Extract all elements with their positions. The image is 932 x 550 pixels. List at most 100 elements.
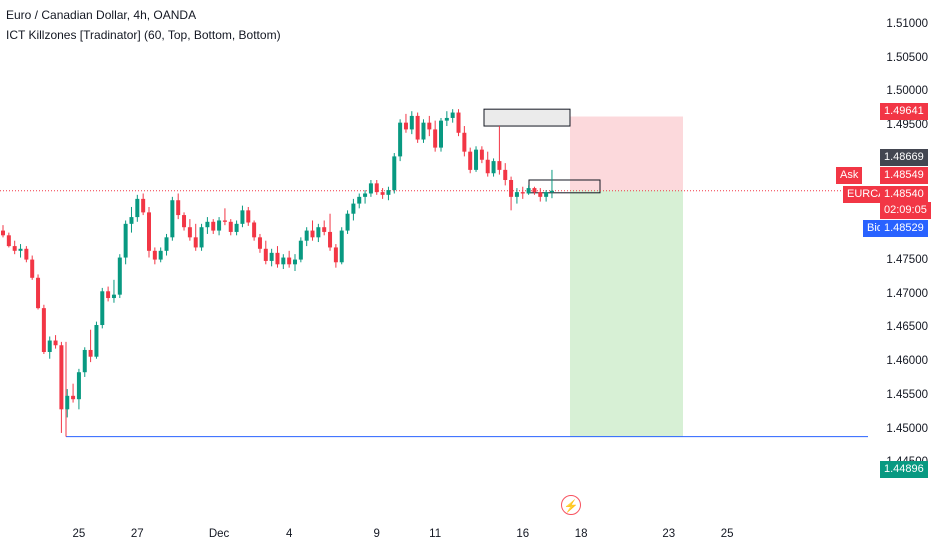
candle-body <box>41 308 46 352</box>
candle-body <box>246 210 251 223</box>
candle-body <box>269 252 274 261</box>
candle-body <box>549 190 554 193</box>
candle-body <box>76 372 81 400</box>
candle-body <box>485 159 490 174</box>
candle-body <box>94 325 99 357</box>
candle-body <box>538 192 543 197</box>
candle-body <box>53 340 58 346</box>
stop-price-tag: 1.49641 <box>880 103 928 120</box>
candle-body <box>6 235 11 247</box>
candle-body <box>298 240 303 260</box>
candle-body <box>287 257 292 265</box>
candle-body <box>403 122 408 130</box>
time-axis-label: 4 <box>285 528 293 540</box>
candle-body <box>374 183 379 193</box>
candles-layer <box>1 109 554 433</box>
candle-body <box>65 395 70 410</box>
time-axis-label: 11 <box>429 528 442 540</box>
last-price-tag: 1.48540 <box>880 186 928 203</box>
indicator-title: ICT Killzones [Tradinator] (60, Top, Bot… <box>6 28 281 42</box>
candle-body <box>211 221 216 231</box>
candle-body <box>421 122 426 140</box>
candle-body <box>234 223 239 232</box>
price-axis-label: 1.47000 <box>886 287 928 300</box>
candle-body <box>275 252 280 265</box>
candle-body <box>468 151 473 170</box>
candle-body <box>520 192 525 194</box>
price-axis-label: 1.45500 <box>886 388 928 401</box>
candle-body <box>357 196 362 204</box>
candle-body <box>415 115 420 140</box>
time-axis-label: 23 <box>662 528 676 540</box>
candle-body <box>368 183 373 194</box>
candle-body <box>398 122 403 157</box>
candle-body <box>240 210 245 224</box>
time-axis-label: 18 <box>574 528 588 540</box>
time-axis-label: 27 <box>130 528 144 540</box>
price-axis-label: 1.46000 <box>886 355 928 368</box>
bid-price-tag: 1.48529 <box>880 220 928 237</box>
time-axis-label: 16 <box>516 528 530 540</box>
candle-body <box>479 149 484 160</box>
candle-body <box>427 122 432 130</box>
time-axis-label: 25 <box>720 528 734 540</box>
candle-body <box>386 190 391 195</box>
candle-body <box>71 395 76 400</box>
candle-body <box>1 230 5 236</box>
candle-body <box>409 115 414 130</box>
candle-body <box>152 250 157 260</box>
candle-body <box>228 221 233 232</box>
candle-body <box>18 248 23 251</box>
candle-body <box>514 192 519 197</box>
candle-body <box>281 257 286 265</box>
candle-body <box>526 188 531 194</box>
candle-body <box>147 212 151 251</box>
candle-body <box>182 215 187 228</box>
price-axis-label: 1.50000 <box>886 85 928 98</box>
candle-body <box>293 259 297 265</box>
chart-legend: Euro / Canadian Dollar, 4h, OANDA ICT Ki… <box>6 5 281 45</box>
candle-body <box>456 112 461 133</box>
candle-body <box>88 349 93 357</box>
ask-label-tag: Ask <box>836 167 863 184</box>
candle-body <box>310 230 315 238</box>
candle-body <box>36 277 41 309</box>
candle-body <box>12 246 17 251</box>
candle-body <box>187 227 192 238</box>
candle-body <box>304 230 309 241</box>
candle-body <box>339 230 344 263</box>
price-axis-label: 1.51000 <box>886 17 928 30</box>
target-price-tag: 1.44896 <box>880 461 928 478</box>
candle-body <box>117 257 122 295</box>
candle-body <box>351 203 356 214</box>
candle-body <box>328 231 333 248</box>
price-axis-label: 1.50500 <box>886 51 928 64</box>
candle-body <box>170 200 175 238</box>
candle-body <box>509 179 514 197</box>
candle-body <box>129 217 134 224</box>
candle-body <box>164 237 169 251</box>
candle-body <box>462 132 467 152</box>
candle-body <box>532 188 537 193</box>
stop-loss-zone <box>570 116 683 191</box>
lightning-bolt-icon[interactable]: ⚡ <box>561 495 581 515</box>
candle-body <box>497 161 502 170</box>
candle-body <box>433 129 438 148</box>
candle-body <box>222 220 227 222</box>
take-profit-zone <box>570 190 683 437</box>
candle-body <box>176 200 181 216</box>
candle-body <box>205 221 210 228</box>
candle-body <box>141 198 146 213</box>
last-high-price-tag: 1.48669 <box>880 149 928 166</box>
candle-body <box>30 259 35 278</box>
candle-body <box>82 349 87 373</box>
candle-body <box>217 220 222 231</box>
candle-body <box>439 120 443 148</box>
candle-body <box>263 248 268 261</box>
price-axis-label: 1.45000 <box>886 422 928 435</box>
candle-body <box>450 112 455 118</box>
price-axis-label: 1.46500 <box>886 321 928 334</box>
candle-body <box>106 291 111 299</box>
candle-body <box>544 192 549 197</box>
